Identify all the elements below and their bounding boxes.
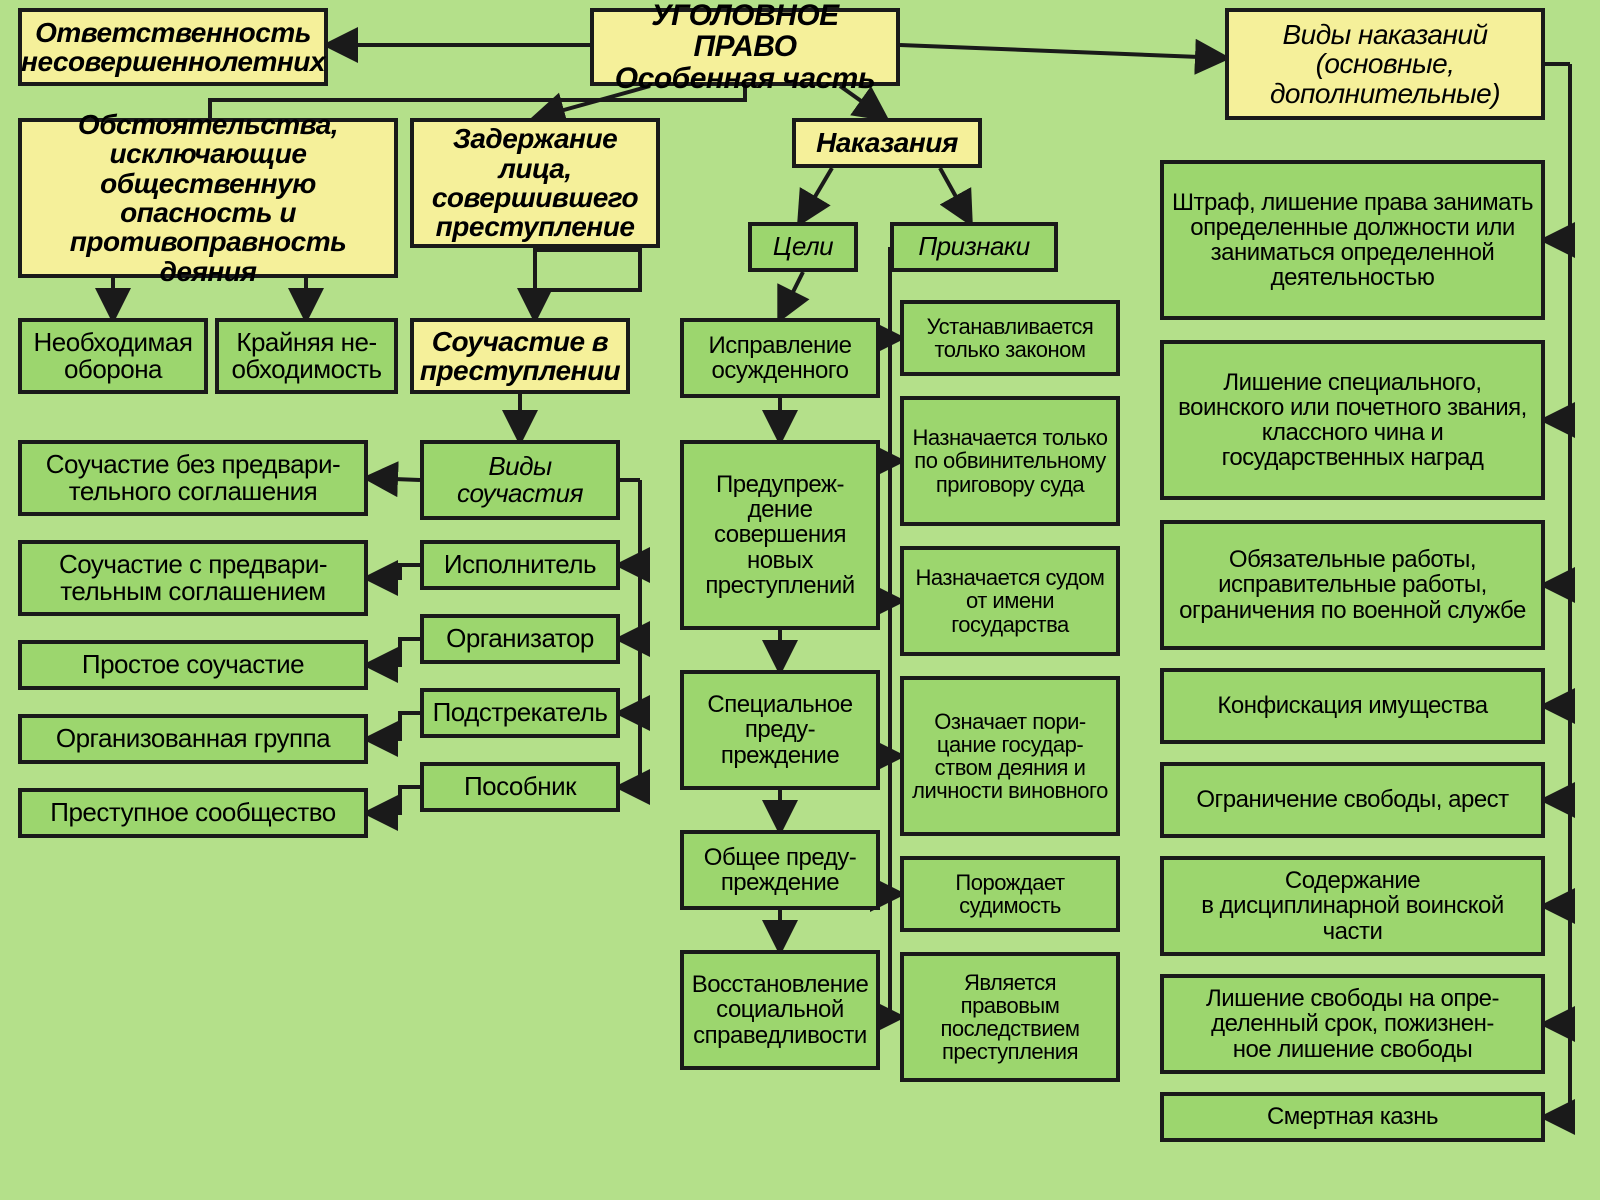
node-sign6: Является правовым последствием преступле… [900,952,1120,1082]
node-sign3: Назначается судомот имени государства [900,546,1120,656]
node-pen2: Лишение специального, воинского или поче… [1160,340,1545,500]
node-pen7: Лишение свободы на опре-деленный срок, п… [1160,974,1545,1074]
node-necessity: Крайняя не-обходимость [215,318,398,394]
node-sign1: Устанавливается только законом [900,300,1120,376]
node-sign2: Назначается только по обвинительному при… [900,396,1120,526]
node-pen8: Смертная казнь [1160,1092,1545,1142]
node-circumstances: Обстоятельства, исключающие общественную… [18,118,398,278]
node-goal4: Общее преду-преждение [680,830,880,910]
node-detention: Задержание лица, совершившего преступлен… [410,118,660,248]
node-punishments: Наказания [792,118,982,168]
node-role4: Пособник [420,762,620,812]
node-defense: Необходимая оборона [18,318,208,394]
node-compl1: Соучастие без предвари-тельного соглашен… [18,440,368,516]
node-signs: Признаки [890,222,1058,272]
node-role2: Организатор [420,614,620,664]
node-title: УГОЛОВНОЕ ПРАВООсобенная часть [590,8,900,86]
node-compl_types: Видысоучастия [420,440,620,520]
node-pen4: Конфискация имущества [1160,668,1545,744]
node-goal2: Предупреж-дение совершения новых преступ… [680,440,880,630]
node-compl3: Простое соучастие [18,640,368,690]
node-role1: Исполнитель [420,540,620,590]
node-sign4: Означает пори-цание государ-ством деяния… [900,676,1120,836]
node-minors: Ответственность несовершеннолетних [18,8,328,86]
diagram-canvas: УГОЛОВНОЕ ПРАВООсобенная часть Ответствен… [0,0,1600,1200]
node-pen3: Обязательные работы, исправительные рабо… [1160,520,1545,650]
node-role3: Подстрекатель [420,688,620,738]
node-pen6: Содержаниев дисциплинарной воинской част… [1160,856,1545,956]
node-goal1: Исправление осужденного [680,318,880,398]
node-compl2: Соучастие с предвари-тельным соглашением [18,540,368,616]
node-goals: Цели [748,222,858,272]
node-compl5: Преступное сообщество [18,788,368,838]
node-pen1: Штраф, лишение права занимать определенн… [1160,160,1545,320]
node-pen5: Ограничение свободы, арест [1160,762,1545,838]
node-complicity: Соучастие в преступлении [410,318,630,394]
node-goal5: Восстановление социальной справедливости [680,950,880,1070]
node-sign5: Порождает судимость [900,856,1120,932]
node-penalty_types: Виды наказаний (основные, дополнительные… [1225,8,1545,120]
node-compl4: Организованная группа [18,714,368,764]
node-goal3: Специальное преду-преждение [680,670,880,790]
